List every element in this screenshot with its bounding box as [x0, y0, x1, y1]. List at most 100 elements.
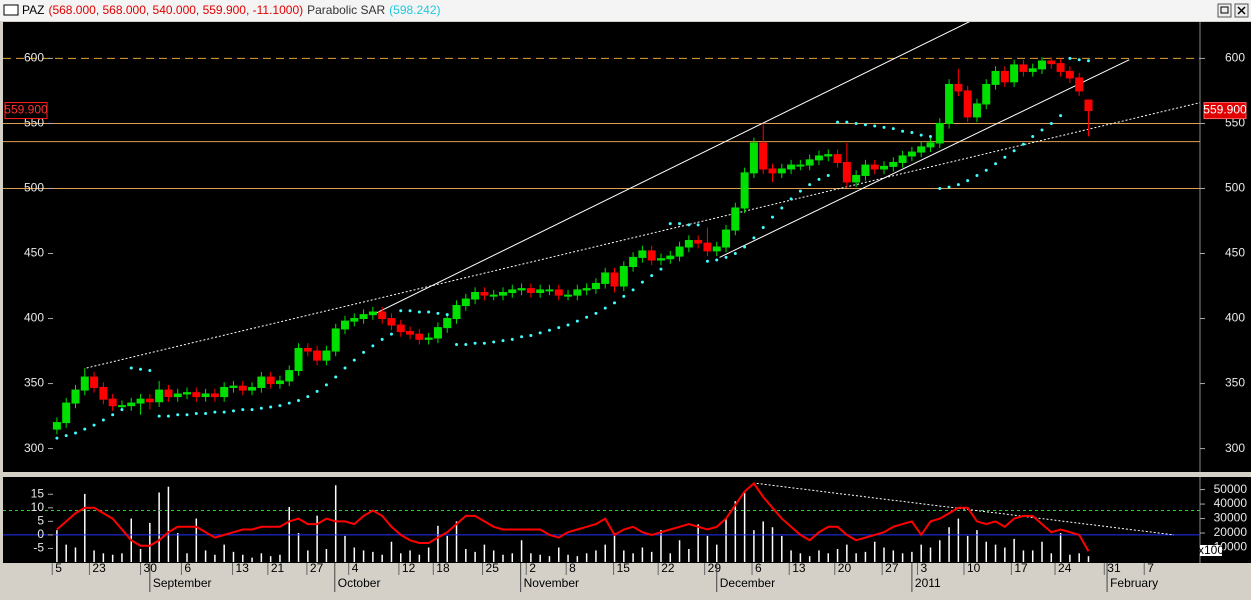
sar-dot	[176, 413, 180, 417]
candle-body	[415, 333, 424, 340]
candle-body	[396, 324, 405, 333]
candle-body	[1047, 60, 1056, 65]
y-tick-label: 350	[24, 376, 44, 390]
sar-dot	[166, 414, 170, 418]
candle-body	[266, 376, 275, 385]
candle-body	[1010, 64, 1019, 83]
sar-dot	[120, 408, 124, 412]
sar-dot	[111, 413, 115, 417]
sar-dot	[1086, 59, 1090, 63]
candle-body	[424, 337, 433, 340]
candle-body	[666, 255, 675, 260]
sar-dot	[650, 274, 654, 278]
candle-body	[963, 90, 972, 118]
window-icon	[3, 4, 19, 16]
restore-button[interactable]	[1217, 3, 1232, 18]
candle-body	[1028, 68, 1037, 72]
candle-body	[443, 318, 452, 329]
sar-dot	[891, 127, 895, 131]
x-tick-label: 2	[529, 561, 536, 575]
candle-body	[768, 168, 777, 174]
indicator-name: Parabolic SAR	[307, 3, 385, 17]
sar-dot	[557, 326, 561, 330]
candle-body	[907, 151, 916, 157]
candle-body	[117, 405, 126, 408]
sar-dot	[585, 315, 589, 319]
candle-body	[889, 161, 898, 167]
candle-body	[712, 246, 721, 252]
candle-body	[508, 289, 517, 294]
sar-dot	[687, 223, 691, 227]
y-tick-label: 15	[31, 486, 45, 500]
x-tick-label: 20	[838, 561, 852, 575]
candle-body	[471, 292, 480, 300]
sar-dot	[148, 369, 152, 373]
indicator-plot	[3, 481, 1200, 562]
sar-dot	[129, 366, 133, 370]
sar-dot	[789, 197, 793, 201]
x-tick-label: 10	[967, 561, 981, 575]
sar-dot	[696, 223, 700, 227]
sar-dot	[659, 267, 663, 271]
sar-dot	[213, 410, 217, 414]
oscillator-line	[56, 481, 1090, 552]
candle-body	[378, 311, 387, 320]
y-tick-label: 600	[24, 51, 44, 65]
ohlc-readout: (568.000, 568.000, 540.000, 559.900, -11…	[48, 3, 303, 17]
sar-dot	[575, 319, 579, 323]
x-tick-label: 17	[1014, 561, 1028, 575]
candle-body	[842, 161, 851, 183]
candle-body	[433, 327, 442, 339]
x-tick-label: 6	[184, 561, 191, 575]
candle-body	[824, 154, 833, 157]
candle-body	[898, 155, 907, 163]
candle-body	[777, 168, 786, 174]
candle-body	[861, 164, 870, 176]
candle-body	[564, 294, 573, 297]
candle-body	[1056, 63, 1065, 72]
symbol: PAZ	[22, 3, 44, 17]
sar-dot	[204, 411, 208, 415]
trend-line	[719, 59, 1130, 258]
y-tick-label: -5	[33, 541, 44, 555]
candle-body	[201, 393, 210, 398]
sar-dot	[705, 259, 709, 263]
candle-body	[991, 70, 1000, 85]
sar-dot	[873, 124, 877, 128]
candle-body	[498, 292, 507, 296]
sar-dot	[956, 183, 960, 187]
sar-dot	[928, 134, 932, 138]
y2-tick-label: 30000	[1214, 511, 1248, 525]
sar-dot	[464, 343, 468, 347]
y2-tick-label: 20000	[1214, 525, 1248, 539]
candle-body	[526, 288, 535, 294]
x-tick-label: 27	[885, 561, 899, 575]
sar-dot	[501, 339, 505, 343]
candle-body	[1084, 99, 1093, 112]
candle-body	[796, 164, 805, 167]
sar-dot	[668, 222, 672, 226]
candle-body	[136, 398, 145, 404]
candle-body	[926, 142, 935, 148]
candle-body	[601, 272, 610, 284]
sar-dot	[631, 288, 635, 292]
sar-dot	[510, 337, 514, 341]
sar-dot	[863, 123, 867, 127]
candle-body	[852, 174, 861, 183]
sar-dot	[427, 310, 431, 314]
candle-body	[341, 320, 349, 330]
candle-body	[1065, 70, 1074, 79]
sar-dot	[566, 323, 570, 327]
y2-tick-label: 50000	[1214, 482, 1248, 496]
candle-body	[787, 164, 796, 170]
sar-dot	[436, 311, 440, 315]
sar-dot	[836, 120, 840, 124]
candle-body	[1019, 64, 1028, 72]
sar-dot	[938, 186, 942, 190]
y2-tick-label: 40000	[1214, 496, 1248, 510]
sar-dot	[157, 414, 161, 418]
sar-dot	[622, 294, 626, 298]
x-tick-label: 4	[352, 561, 359, 575]
y-tick-label: 300	[24, 441, 44, 455]
